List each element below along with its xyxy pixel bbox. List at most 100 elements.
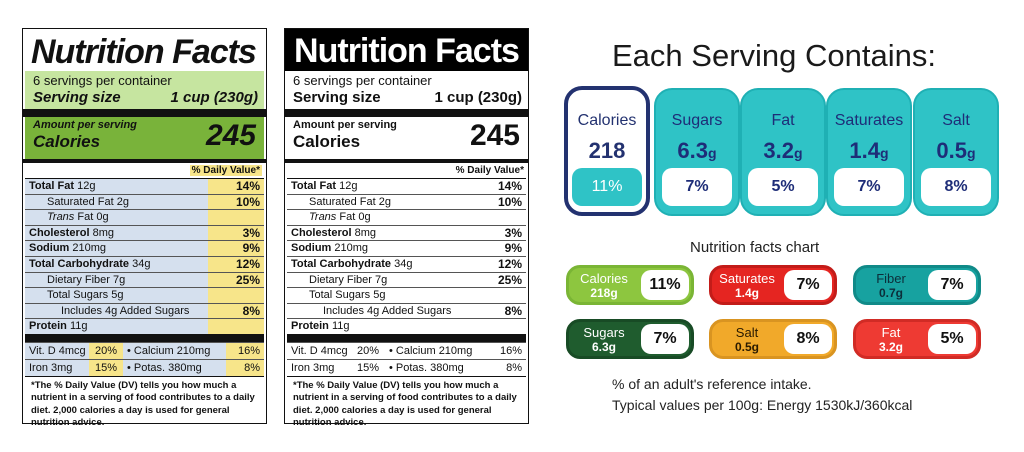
- can-value: 3.2g: [763, 138, 803, 163]
- serving-size-label: Serving size: [33, 89, 121, 106]
- can-name: Sugars: [671, 112, 723, 129]
- pill-salt: Salt 0.5g 8%: [709, 319, 837, 359]
- pill-label: Salt 0.5g: [734, 325, 760, 355]
- divider: [285, 159, 528, 163]
- calories-label: Calories: [293, 132, 361, 151]
- pill-saturates: Saturates 1.4g 7%: [709, 265, 837, 305]
- divider: [285, 109, 528, 117]
- can-value: 0.5g: [936, 138, 976, 163]
- pill-label: Fiber 0.7g: [876, 271, 906, 301]
- typical-values-note: Typical values per 100g: Energy 1530kJ/3…: [612, 397, 913, 413]
- nutrient-rows: Total Fat 12g 14% Saturated Fat 2g 10% Tra…: [25, 178, 264, 334]
- can-fat: Fat 3.2g 5%: [740, 88, 826, 216]
- can-percent: 11%: [572, 168, 642, 206]
- each-serving-title: Each Serving Contains:: [612, 38, 936, 73]
- nutrient-row: Includes 4g Added Sugars 8%: [287, 302, 526, 319]
- nutrient-row: Saturated Fat 2g 10%: [287, 193, 526, 210]
- pill-label: Fat 3.2g: [878, 325, 904, 355]
- label-title: Nutrition Facts: [285, 29, 528, 71]
- calories-label: Calories: [33, 132, 101, 151]
- nutrient-row: Includes 4g Added Sugars 8%: [25, 302, 264, 319]
- calories-value: 245: [205, 119, 256, 152]
- nutrient-row: Total Carbohydrate 34g 12%: [25, 255, 264, 272]
- pill-percent: 8%: [784, 324, 832, 354]
- nutrient-row: Saturated Fat 2g 10%: [25, 193, 264, 210]
- pill-label: Saturates 1.4g: [719, 271, 775, 301]
- footnote: *The % Daily Value (DV) tells you how mu…: [25, 375, 264, 430]
- pill-percent: 7%: [784, 270, 832, 300]
- amount-per-serving: Amount per serving: [33, 119, 137, 131]
- calories-value: 245: [469, 119, 520, 152]
- can-name: Saturates: [834, 112, 904, 129]
- servings-block: 6 servings per container Serving size 1 …: [25, 71, 264, 109]
- servings-per-container: 6 servings per container: [33, 73, 172, 88]
- pill-label: Sugars 6.3g: [583, 325, 625, 355]
- chart-title: Nutrition facts chart: [690, 239, 820, 256]
- amount-per-serving: Amount per serving: [293, 119, 397, 131]
- serving-size-value: 1 cup (230g): [434, 89, 522, 106]
- daily-value-header: % Daily Value*: [455, 165, 524, 176]
- nutrient-row: Sodium 210mg 9%: [25, 240, 264, 256]
- reference-intake-note: % of an adult's reference intake.: [612, 376, 812, 392]
- can-name: Calories: [577, 112, 637, 129]
- can-value: 218: [588, 138, 626, 163]
- can-sugars: Sugars 6.3g 7%: [654, 88, 740, 216]
- can-percent: 5%: [748, 168, 818, 206]
- can-percent: 8%: [921, 168, 991, 206]
- footnote: *The % Daily Value (DV) tells you how mu…: [287, 375, 526, 430]
- can-value: 1.4g: [849, 138, 889, 163]
- calories-block: Amount per serving Calories 245: [25, 117, 264, 159]
- divider: [23, 109, 266, 117]
- nutrient-row: Trans Fat 0g: [287, 209, 526, 225]
- vitamin-row: Vit. D 4mcg 20% • Calcium 210mg 16%: [25, 341, 264, 359]
- divider: [25, 333, 264, 342]
- can-name: Salt: [942, 112, 970, 129]
- divider: [287, 333, 526, 342]
- pill-percent: 7%: [928, 270, 976, 300]
- nutrient-row: Protein 11g: [25, 318, 264, 334]
- nutrition-label-colored: Nutrition Facts 6 servings per container…: [22, 28, 267, 428]
- serving-size-row: Serving size 1 cup (230g): [293, 89, 522, 107]
- nutrient-rows: Total Fat 12g 14% Saturated Fat 2g 10% Tra…: [287, 178, 526, 334]
- pill-percent: 5%: [928, 324, 976, 354]
- can-value: 6.3g: [677, 138, 717, 163]
- can-saturates: Saturates 1.4g 7%: [826, 88, 912, 216]
- pill-calories: Calories 218g 11%: [566, 265, 694, 305]
- nutrient-row: Cholesterol 8mg 3%: [287, 224, 526, 241]
- nutrient-row: Total Fat 12g 14%: [25, 178, 264, 194]
- serving-size-value: 1 cup (230g): [170, 89, 258, 106]
- serving-size-label: Serving size: [293, 89, 381, 106]
- nutrient-row: Cholesterol 8mg 3%: [25, 224, 264, 241]
- nutrient-row: Total Fat 12g 14%: [287, 178, 526, 194]
- pill-sugars: Sugars 6.3g 7%: [566, 319, 694, 359]
- nutrient-row: Trans Fat 0g: [25, 209, 264, 225]
- can-name: Fat: [771, 112, 795, 129]
- vitamin-row: Vit. D 4mcg 20% • Calcium 210mg 16%: [287, 341, 526, 359]
- pill-fat: Fat 3.2g 5%: [853, 319, 981, 359]
- vitamin-row: Iron 3mg 15% • Potas. 380mg 8%: [287, 358, 526, 376]
- serving-size-row: Serving size 1 cup (230g): [33, 89, 258, 107]
- nutrient-row: Dietary Fiber 7g 25%: [25, 271, 264, 288]
- calories-block: Amount per serving Calories 245: [285, 117, 528, 159]
- vitamin-row: Iron 3mg 15% • Potas. 380mg 8%: [25, 358, 264, 376]
- nutrient-row: Total Sugars 5g: [287, 287, 526, 303]
- servings-block: 6 servings per container Serving size 1 …: [285, 71, 528, 109]
- label-title: Nutrition Facts: [31, 33, 257, 71]
- nutrition-label-bw: Nutrition Facts 6 servings per container…: [284, 28, 529, 428]
- pill-percent: 7%: [641, 324, 689, 354]
- daily-value-header: % Daily Value*: [189, 165, 262, 176]
- nutrient-row: Protein 11g: [287, 318, 526, 334]
- can-percent: 7%: [834, 168, 904, 206]
- pill-label: Calories 218g: [580, 271, 628, 301]
- nutrient-row: Sodium 210mg 9%: [287, 240, 526, 256]
- can-calories: Calories 218 11%: [564, 86, 650, 216]
- nutrient-row: Total Sugars 5g: [25, 287, 264, 303]
- pill-percent: 11%: [641, 270, 689, 300]
- can-percent: 7%: [662, 168, 732, 206]
- nutrient-row: Dietary Fiber 7g 25%: [287, 271, 526, 288]
- divider: [23, 159, 266, 163]
- nutrient-row: Total Carbohydrate 34g 12%: [287, 255, 526, 272]
- can-salt: Salt 0.5g 8%: [913, 88, 999, 216]
- pill-fiber: Fiber 0.7g 7%: [853, 265, 981, 305]
- servings-per-container: 6 servings per container: [293, 73, 432, 88]
